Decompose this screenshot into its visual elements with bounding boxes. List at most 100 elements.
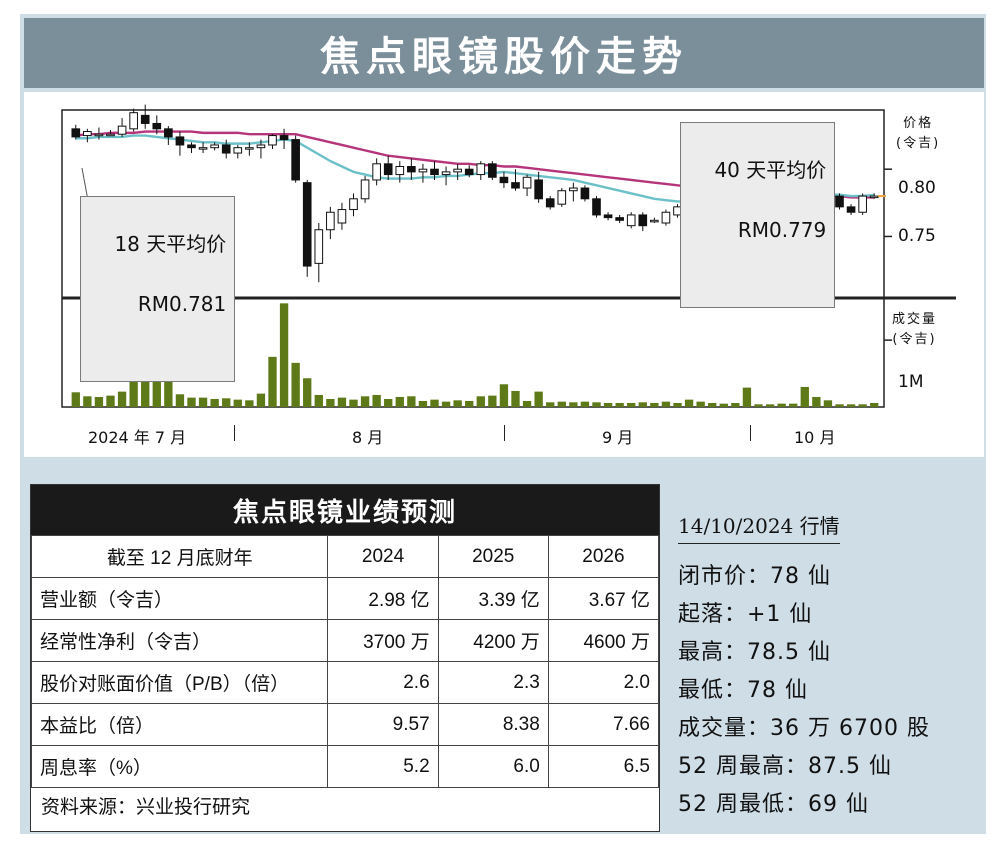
volume-bar [395,396,404,407]
volume-bar [279,303,289,407]
volume-bar [337,397,347,407]
candle-body [499,176,509,184]
candle-body [256,144,266,149]
candle-body [626,214,636,227]
candle-body [175,136,185,146]
header-cell: 2026 [547,535,660,578]
row-label: 营业额（令吉） [30,577,329,620]
volume-bar [812,396,821,407]
volume-bar [245,400,254,407]
volume-bar [650,402,659,407]
volume-bar [846,404,856,407]
volume-bar [835,404,844,407]
volume-bar [661,401,671,407]
quote-low: 最低：78 仙 [678,678,808,703]
candle-body [106,133,115,137]
ma18-annotation-label: 18 天平均价 [114,232,227,256]
candle-body [407,166,416,173]
forecast-table: 焦点眼镜业绩预测 截至 12 月底财年 2024 2025 2026 营业额（令… [30,484,660,832]
volume-bar [488,395,497,407]
candle-body [337,209,347,224]
volume-bar [384,398,393,407]
table-cell: 4200 万 [437,619,549,662]
month-label-aug: 8 月 [352,428,384,447]
volume-bar [430,399,439,407]
volume-bar [696,401,705,407]
candle-body [326,211,335,231]
volume-tick-1m: 1M [898,372,924,392]
volume-bar [198,397,208,407]
candle-body [198,147,208,150]
header-cell: 截至 12 月底财年 [30,535,329,578]
table-cell: 2.98 亿 [327,577,439,620]
month-label-sep: 9 月 [602,428,634,447]
candle-body [233,147,243,154]
volume-bar [522,400,532,407]
market-quote: 14/10/2024 行情 闭市价：78 仙 起落：+1 仙 最高：78.5 仙… [678,510,978,824]
candle-body [291,139,300,181]
volume-bar [754,404,763,407]
volume-bar [453,400,462,407]
candle-body [603,214,613,219]
volume-bar [465,400,474,407]
table-cell: 3.39 亿 [437,577,549,620]
volume-bar [592,402,601,407]
volume-bar [291,362,300,407]
forecast-grid: 截至 12 月底财年 2024 2025 2026 营业额（令吉） 2.98 亿… [30,535,660,788]
month-divider [504,425,505,441]
volume-bar [83,396,92,407]
stock-chart-panel: 18 天平均价 RM0.781 40 天平均价 RM0.779 价格 (令吉) … [24,92,984,457]
candle-body [383,163,393,176]
candle-body [580,187,590,200]
candle-body [418,168,428,173]
table-row: 周息率（%） 5.2 6.0 6.5 [30,745,660,788]
candle-body [557,190,567,205]
candle-body [164,128,173,138]
candle-body [129,112,138,130]
volume-bar [557,401,566,407]
month-divider [234,425,235,441]
volume-bar [407,396,416,407]
price-axis-unit: 价格 (令吉) [896,114,940,154]
ma40-annotation: 40 天平均价 RM0.779 [680,122,836,308]
ma18-annotation-value: RM0.781 [137,292,227,316]
volume-axis-unit: 成交量 (令吉) [892,310,937,350]
volume-bar [117,391,127,407]
row-label: 周息率（%） [30,745,329,788]
header-cell: 2024 [327,535,439,578]
volume-bar [210,398,219,407]
volume-bar [499,384,509,407]
table-cell: 2.3 [437,661,549,704]
volume-bar [603,402,613,407]
month-divider [750,425,751,441]
candle-body [314,229,324,264]
candle-body [117,125,127,135]
volume-bar [777,403,786,407]
table-cell: 4600 万 [547,619,660,662]
volume-bar [800,386,809,407]
volume-bar [360,396,370,407]
candle-body [638,214,648,227]
table-cell: 9.57 [327,703,439,746]
volume-bar [580,401,590,407]
candle-body [245,147,254,150]
quote-52w-high: 52 周最高：87.5 仙 [678,754,892,779]
table-row: 经常性净利（令吉） 3700 万 4200 万 4600 万 [30,619,660,662]
candle-body [835,195,844,208]
table-cell: 8.38 [437,703,549,746]
data-source: 资料来源：兴业投行研究 [41,796,251,818]
volume-bar [233,399,242,407]
volume-bar [870,402,879,407]
price-tick-0.75: 0.75 [898,226,936,246]
candle-body [592,198,601,216]
volume-bar [684,399,694,407]
page-title: 焦点眼镜股价走势 [24,18,984,88]
table-cell: 3.67 亿 [547,577,660,620]
candle-body [372,163,381,181]
candle-body [511,182,520,189]
candle-body [395,166,405,176]
volume-bar [372,394,381,407]
candle-body [83,131,92,137]
quote-high: 最高：78.5 仙 [678,640,831,665]
candle-body [476,163,486,176]
